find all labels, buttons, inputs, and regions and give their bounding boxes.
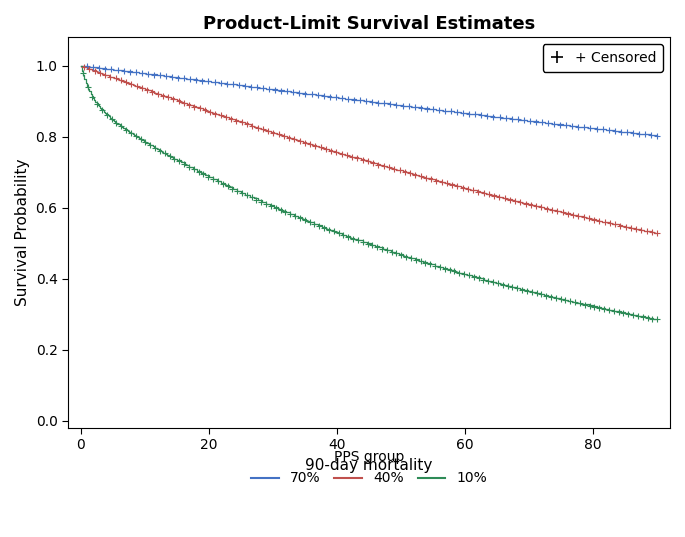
- Y-axis label: Survival Probability: Survival Probability: [15, 159, 30, 306]
- X-axis label: 90-day mortality: 90-day mortality: [306, 458, 433, 473]
- Title: Product-Limit Survival Estimates: Product-Limit Survival Estimates: [203, 15, 535, 33]
- Legend: 70%, 40%, 10%: 70%, 40%, 10%: [245, 445, 493, 491]
